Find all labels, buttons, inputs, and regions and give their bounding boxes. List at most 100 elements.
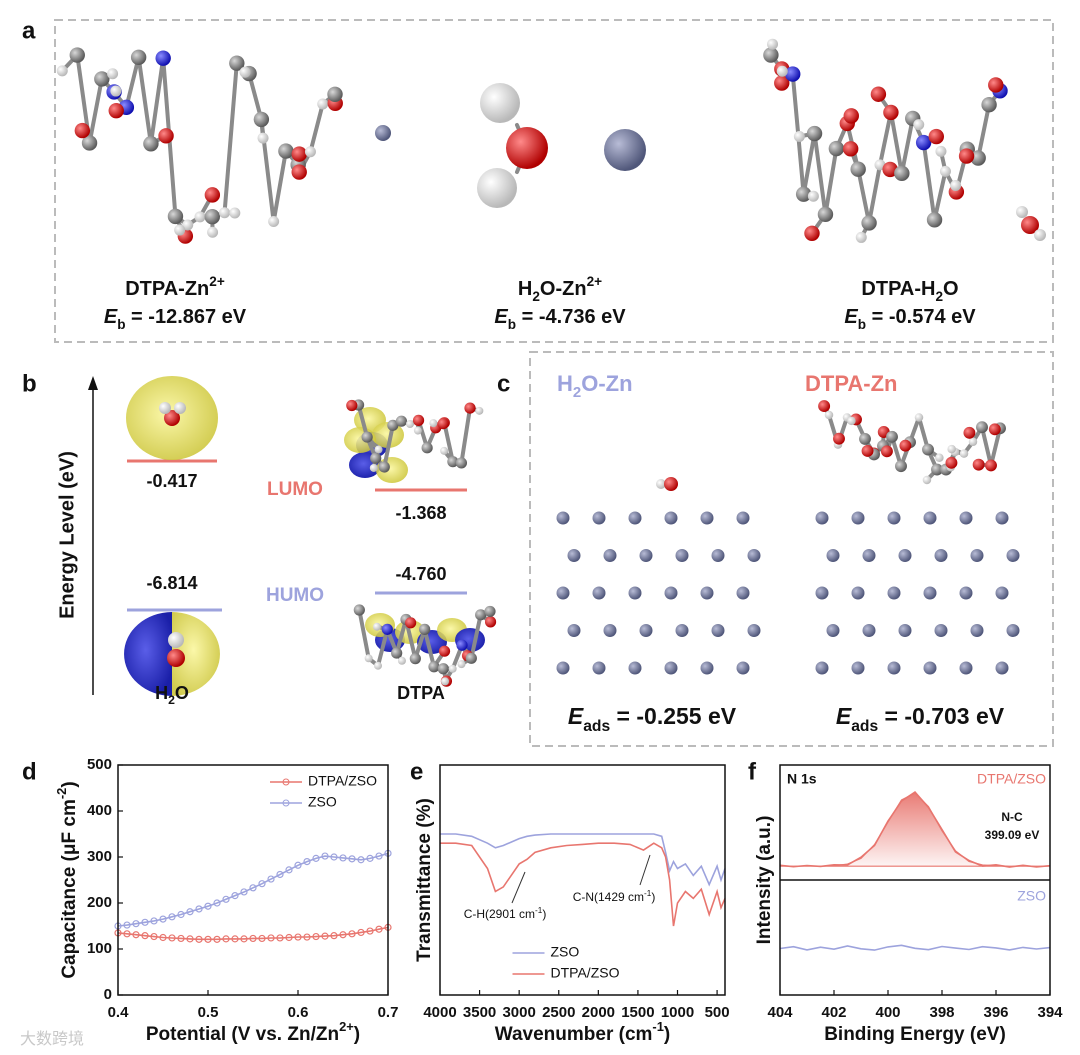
atom <box>883 104 899 121</box>
atom <box>448 664 457 673</box>
atom <box>405 617 417 629</box>
level-value: -4.760 <box>395 564 446 584</box>
plot-frame <box>439 764 726 996</box>
atom <box>939 165 951 177</box>
text-part: H <box>557 371 573 396</box>
marker <box>168 934 176 942</box>
atom <box>970 549 984 562</box>
marker <box>177 910 185 919</box>
atom <box>833 432 845 445</box>
atom <box>592 511 606 525</box>
atom <box>898 624 912 637</box>
atom <box>257 132 269 144</box>
y-tick-label: 0 <box>104 986 112 1003</box>
text-part: b <box>117 317 125 332</box>
watermark: 大数跨境 <box>20 1029 84 1048</box>
y-tick-label: 100 <box>87 940 112 957</box>
atom <box>988 423 1001 436</box>
atom <box>477 168 517 208</box>
atom <box>167 208 184 225</box>
text-part: DTPA-Zn <box>125 278 209 300</box>
atom <box>747 549 761 562</box>
atom <box>862 549 876 562</box>
legend-label: DTPA/ZSO <box>551 965 620 981</box>
bond <box>980 425 993 468</box>
marker <box>321 932 329 940</box>
atom <box>1006 624 1020 637</box>
text-part: ads <box>851 718 878 735</box>
atom <box>664 477 678 491</box>
bond <box>823 146 839 217</box>
atom <box>229 55 245 71</box>
orbital-lobe <box>172 612 220 696</box>
marker <box>150 932 158 941</box>
atom <box>437 418 449 430</box>
atom <box>882 161 898 178</box>
panel-a-frame <box>54 19 1054 343</box>
atom <box>567 624 581 637</box>
text-part: = -12.867 eV <box>126 306 247 328</box>
marker <box>294 861 302 869</box>
marker <box>213 935 221 943</box>
marker <box>267 934 275 942</box>
atom <box>155 50 171 66</box>
bond <box>376 627 390 668</box>
bond <box>422 627 436 669</box>
molecule-name: DTPA-Zn2+ <box>125 274 225 300</box>
x-tick-label: 3000 <box>502 1004 535 1021</box>
x-tick-label: 500 <box>705 1004 730 1021</box>
bond <box>308 101 325 154</box>
atom <box>207 226 219 238</box>
slab-name: DTPA-Zn <box>805 371 897 396</box>
text-part: Binding Energy (eV) <box>824 1024 1006 1045</box>
text-part: = -0.574 eV <box>866 306 976 328</box>
lumo-label: LUMO <box>267 479 323 500</box>
marker <box>285 866 293 874</box>
atom <box>475 406 484 415</box>
marker <box>168 913 176 921</box>
atom <box>387 419 399 431</box>
text-part: Capacitance (μF cm <box>59 799 80 979</box>
marker <box>330 932 338 940</box>
marker <box>285 933 293 942</box>
atom <box>628 586 642 600</box>
level-value: -1.368 <box>395 503 446 523</box>
atom <box>767 38 779 50</box>
atom <box>887 511 901 525</box>
x-axis-label: Binding Energy (eV) <box>824 1024 1006 1045</box>
atom <box>995 661 1009 675</box>
atom <box>278 143 294 159</box>
atom <box>913 119 925 131</box>
text-part: O <box>943 278 959 300</box>
atom <box>711 624 725 637</box>
atom <box>959 661 973 675</box>
atom <box>995 511 1009 525</box>
atom <box>928 128 944 145</box>
atom <box>922 475 932 485</box>
atom <box>110 85 122 97</box>
marker <box>231 892 239 900</box>
atom <box>182 219 194 231</box>
atom <box>204 209 220 225</box>
atom <box>374 661 382 670</box>
text-part: Potential (V vs. Zn/Zn <box>146 1024 339 1045</box>
text-part: E <box>494 306 508 328</box>
atom <box>421 442 433 454</box>
marker <box>276 934 284 942</box>
atom <box>851 511 865 525</box>
marker <box>312 932 320 941</box>
bond <box>469 612 483 661</box>
marker <box>375 925 383 933</box>
atom <box>628 661 642 675</box>
atom <box>824 410 834 420</box>
bond <box>459 406 472 465</box>
atom <box>664 511 678 525</box>
level-value: -6.814 <box>146 573 197 593</box>
adsorption-energy: Eads = -0.255 eV <box>568 703 737 735</box>
atom <box>174 402 186 414</box>
panel-label: f <box>748 758 757 785</box>
series-label: N-C <box>1001 810 1023 824</box>
marker <box>159 915 167 923</box>
atom <box>397 656 406 665</box>
atom <box>774 75 790 91</box>
